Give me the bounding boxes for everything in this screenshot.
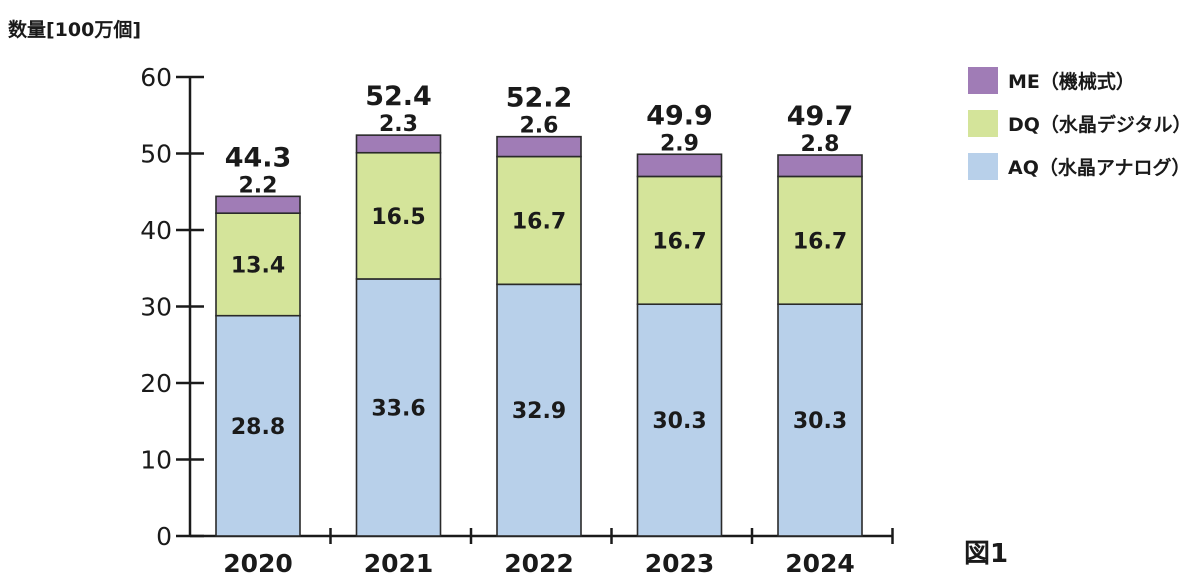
bar-segment-2021-0: [355, 278, 442, 537]
bar-group-2024: 30.3 16.7 2.849.7 2024: [777, 101, 863, 578]
y-tick-label: 20: [140, 369, 172, 398]
legend-item: AQ（水晶アナログ）: [968, 153, 1190, 180]
legend-item: ME（機械式）: [968, 67, 1135, 94]
segment-value-label: 30.3: [652, 409, 706, 434]
bar-group-2022: 32.9 16.7 2.652.2 2022: [496, 83, 582, 578]
x-tick-label: 2020: [223, 549, 293, 578]
segment-value-label: 28.8: [231, 415, 285, 440]
segment-value-label: 13.4: [231, 253, 285, 278]
segment-value-label: 16.7: [652, 229, 706, 254]
legend-swatch: [968, 153, 998, 180]
segment-value-label: 2.9: [660, 131, 699, 156]
bar-segment-2024-2: [777, 154, 863, 178]
bar-segment-2021-2: [355, 134, 442, 154]
bar-group-2023: 30.3 16.7 2.949.9 2023: [636, 100, 723, 578]
total-value-label: 52.2: [506, 83, 573, 114]
y-tick-label: 0: [156, 522, 172, 551]
y-tick-label: 10: [140, 446, 172, 475]
y-tick-label: 40: [140, 216, 172, 245]
bar-segment-2024-1: [777, 175, 863, 306]
bar-segment-2022-0: [496, 283, 582, 537]
x-tick-label: 2021: [364, 549, 434, 578]
x-tick-label: 2022: [504, 549, 574, 578]
segment-value-label: 2.2: [239, 173, 278, 198]
segment-value-label: 30.3: [793, 409, 847, 434]
axes: 0 10 20 30 40 50 60: [140, 63, 894, 551]
total-value-label: 44.3: [225, 142, 292, 173]
segment-value-label: 32.9: [512, 399, 566, 424]
legend-swatch: [968, 110, 998, 137]
segment-value-label: 16.7: [793, 229, 847, 254]
y-tick-label: 50: [140, 140, 172, 169]
bar-segment-2023-1: [636, 175, 723, 306]
bars: 28.8 13.4 2.244.3 2020 33.6 16.5 2.352.4 2021 32…: [215, 81, 863, 578]
bar-segment-2022-2: [496, 135, 582, 158]
segment-value-label: 33.6: [371, 396, 425, 421]
legend-label: ME（機械式）: [1008, 70, 1135, 93]
legend-label: AQ（水晶アナログ）: [1008, 156, 1190, 179]
segment-value-label: 2.6: [520, 114, 559, 139]
legend-swatch: [968, 67, 998, 94]
x-tick-label: 2024: [785, 549, 855, 578]
x-tick-label: 2023: [645, 549, 715, 578]
total-value-label: 49.7: [787, 101, 854, 132]
bar-segment-2020-2: [215, 195, 301, 214]
bar-segment-2020-0: [215, 314, 301, 537]
bar-segment-2023-2: [636, 153, 723, 178]
segment-value-label: 16.5: [371, 205, 425, 230]
bar-segment-2022-1: [496, 155, 582, 286]
segment-value-label: 16.7: [512, 209, 566, 234]
bar-segment-2023-0: [636, 303, 723, 537]
bar-group-2021: 33.6 16.5 2.352.4 2021: [355, 81, 442, 578]
legend-item: DQ（水晶デジタル）: [968, 110, 1192, 137]
y-tick-label: 30: [140, 293, 172, 322]
y-tick-label: 60: [140, 63, 172, 92]
total-value-label: 49.9: [646, 100, 713, 131]
bar-segment-2024-0: [777, 303, 863, 537]
legend-label: DQ（水晶デジタル）: [1008, 113, 1192, 136]
segment-value-label: 2.8: [801, 132, 840, 157]
segment-value-label: 2.3: [379, 112, 418, 137]
y-axis-unit-label: 数量[100万個]: [8, 18, 141, 41]
total-value-label: 52.4: [365, 81, 432, 112]
bar-group-2020: 28.8 13.4 2.244.3 2020: [215, 142, 301, 578]
legend: ME（機械式） DQ（水晶デジタル） AQ（水晶アナログ）: [968, 67, 1192, 180]
figure-label: 図1: [964, 539, 1008, 569]
bar-segment-2020-1: [215, 212, 301, 317]
